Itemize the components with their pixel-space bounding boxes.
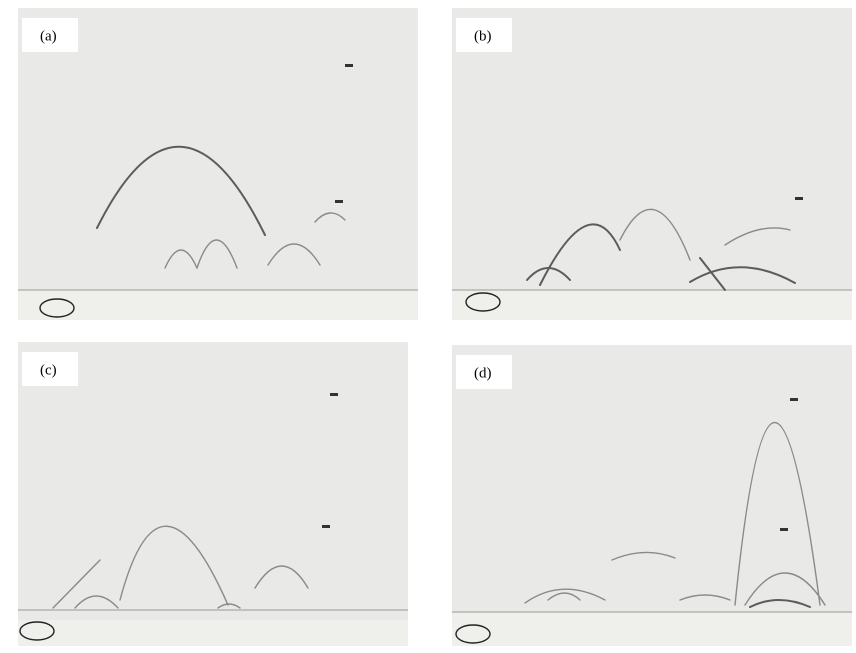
speck: [790, 398, 798, 401]
panel-c: (c): [18, 342, 408, 646]
speck: [322, 525, 330, 528]
panel-label: (d): [474, 365, 492, 381]
speck: [795, 197, 803, 200]
speck: [345, 64, 353, 67]
strip: [452, 612, 852, 646]
strip: [18, 290, 418, 320]
speck: [330, 393, 338, 396]
panel-d: (d): [452, 345, 852, 646]
strip: [452, 290, 852, 320]
speck: [780, 528, 788, 531]
panel-b: (b): [452, 8, 852, 320]
panel-label: (a): [40, 28, 57, 44]
speck: [335, 200, 343, 203]
panel-label: (b): [474, 28, 492, 44]
panel-a: (a): [18, 8, 418, 320]
figure: (a) (b) (c): [0, 0, 856, 648]
strip: [18, 620, 408, 646]
page: (a) (b) (c): [0, 0, 856, 648]
panel-label: (c): [40, 362, 57, 378]
